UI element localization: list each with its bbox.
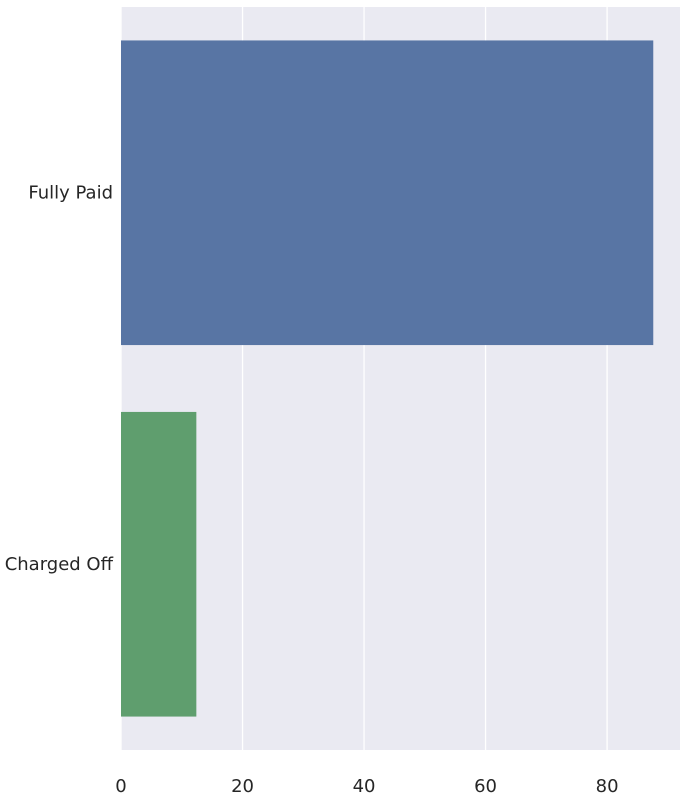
bars — [121, 40, 654, 717]
x-tick-label: 60 — [474, 776, 497, 797]
x-tick-label: 80 — [596, 776, 619, 797]
y-tick-label: Charged Off — [5, 554, 114, 575]
x-tick-labels: 0 20 40 60 80 — [115, 776, 618, 797]
x-tick-label: 20 — [231, 776, 254, 797]
y-tick-labels: Fully Paid Charged Off — [5, 182, 114, 575]
bar — [121, 40, 654, 346]
x-tick-label: 40 — [353, 776, 376, 797]
bar — [121, 411, 197, 717]
y-tick-label: Fully Paid — [28, 182, 113, 203]
x-tick-label: 0 — [115, 776, 126, 797]
